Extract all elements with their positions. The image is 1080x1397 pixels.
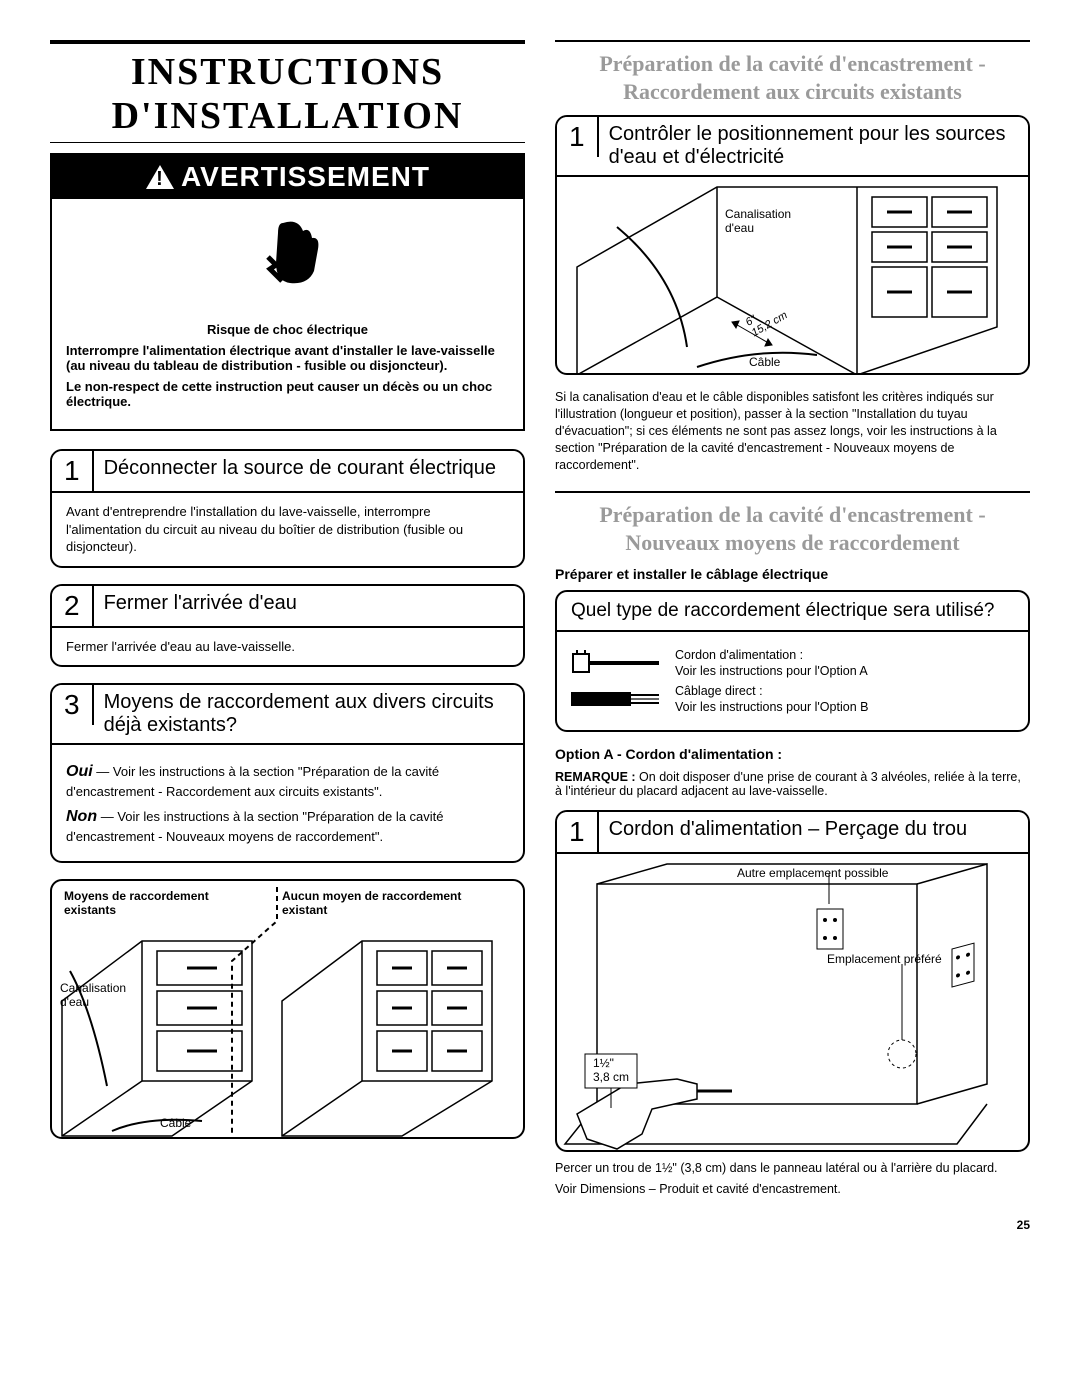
svg-text:!: ! (156, 168, 164, 190)
oui-label: Oui (66, 763, 93, 780)
title-line2: D'INSTALLATION (50, 94, 525, 138)
r-cable-label: Câble (749, 355, 780, 369)
option-a-row: Cordon d'alimentation : Voir les instruc… (571, 648, 1014, 678)
option-b-row: Câblage direct : Voir les instructions p… (571, 684, 1014, 714)
step1-number: 1 (52, 451, 94, 491)
remark-text: REMARQUE : On doit disposer d'une prise … (555, 770, 1030, 798)
step2-number: 2 (52, 586, 94, 626)
r-water-label: Canalisation d'eau (725, 207, 805, 235)
section1-title: Préparation de la cavité d'encastrement … (555, 40, 1030, 105)
step-check-position: 1 Contrôler le positionnement pour les s… (555, 115, 1030, 175)
warning-text: Risque de choc électrique Interrompre l'… (52, 308, 523, 429)
optA-line2: Voir les instructions pour l'Option A (675, 664, 868, 678)
left-column: INSTRUCTIONS D'INSTALLATION ! AVERTISSEM… (50, 40, 525, 1232)
step3-number: 3 (52, 685, 94, 725)
warning-triangle-icon: ! (145, 164, 175, 190)
warning-header-text: AVERTISSEMENT (181, 161, 430, 192)
drill-cabinet-art-icon (557, 854, 1017, 1152)
warning-box: ! AVERTISSEMENT Risque de choc électriqu… (50, 153, 525, 431)
non-text: — Voir les instructions à la section "Pr… (66, 809, 444, 844)
r-step1-number: 1 (557, 117, 599, 157)
shock-hand-icon (248, 213, 328, 293)
step2-body: Fermer l'arrivée d'eau au lave-vaisselle… (52, 626, 523, 666)
warning-p1: Interrompre l'alimentation électrique av… (66, 343, 509, 373)
cable-label: Câble (160, 1116, 191, 1130)
step-close-water: 2 Fermer l'arrivée d'eau Fermer l'arrivé… (50, 584, 525, 668)
right-column: Préparation de la cavité d'encastrement … (555, 40, 1030, 1232)
water-label: Canalisation d'eau (60, 981, 140, 1009)
optB-line2: Voir les instructions pour l'Option B (675, 700, 868, 714)
page-number: 25 (555, 1218, 1030, 1232)
warning-p2: Le non-respect de cette instruction peut… (66, 379, 509, 409)
step-disconnect-power: 1 Déconnecter la source de courant élect… (50, 449, 525, 568)
cabinet-line-art-icon (52, 881, 512, 1139)
remark-label: REMARQUE : (555, 770, 636, 784)
sub-prepare-wiring: Préparer et installer le câblage électri… (555, 566, 1030, 582)
section2-title: Préparation de la cavité d'encastrement … (555, 491, 1030, 556)
cord-step-number: 1 (557, 812, 599, 852)
step-existing-hookups: 3 Moyens de raccordement aux divers circ… (50, 683, 525, 863)
pref-location-label: Emplacement préféré (827, 952, 947, 966)
connection-question: Quel type de raccordement électrique ser… (557, 592, 1028, 630)
non-label: Non (66, 808, 97, 825)
connection-type-box: Quel type de raccordement électrique ser… (555, 590, 1030, 732)
right-cabinet-illustration: Canalisation d'eau Câble 6" 15,2 cm (555, 175, 1030, 375)
note-existing: Si la canalisation d'eau et le câble dis… (555, 389, 1030, 473)
main-title: INSTRUCTIONS D'INSTALLATION (50, 40, 525, 143)
caption-drill: Percer un trou de 1½" (3,8 cm) dans le p… (555, 1160, 1030, 1177)
alt-location-label: Autre emplacement possible (737, 866, 888, 880)
step2-title: Fermer l'arrivée d'eau (94, 586, 523, 621)
optB-line1: Câblage direct : (675, 684, 868, 698)
step-drill-hole: 1 Cordon d'alimentation – Perçage du tro… (555, 810, 1030, 852)
drill-illustration: Autre emplacement possible Emplacement p… (555, 852, 1030, 1152)
direct-wire-icon (571, 686, 661, 712)
title-line1: INSTRUCTIONS (131, 51, 444, 93)
power-cord-icon (571, 650, 661, 676)
step1-body: Avant d'entreprendre l'installation du l… (52, 491, 523, 566)
left-cabinet-illustration: Moyens de raccordement existants Aucun m… (50, 879, 525, 1139)
optA-line1: Cordon d'alimentation : (675, 648, 868, 662)
step1-title: Déconnecter la source de courant électri… (94, 451, 523, 486)
hole-dim: 1½" (593, 1056, 614, 1070)
step3-title: Moyens de raccordement aux divers circui… (94, 685, 523, 743)
shock-icon-area (52, 199, 523, 308)
oui-text: — Voir les instructions à la section "Pr… (66, 764, 439, 799)
warning-subhead: Risque de choc électrique (66, 322, 509, 337)
hole-dim-cm: 3,8 cm (593, 1070, 629, 1084)
cord-step-title: Cordon d'alimentation – Perçage du trou (599, 812, 1028, 847)
warning-header: ! AVERTISSEMENT (52, 155, 523, 199)
caption-see-dims: Voir Dimensions – Produit et cavité d'en… (555, 1181, 1030, 1198)
step3-body: Oui — Voir les instructions à la section… (52, 743, 523, 861)
option-a-heading: Option A - Cordon d'alimentation : (555, 746, 1030, 762)
r-step1-title: Contrôler le positionnement pour les sou… (599, 117, 1028, 175)
